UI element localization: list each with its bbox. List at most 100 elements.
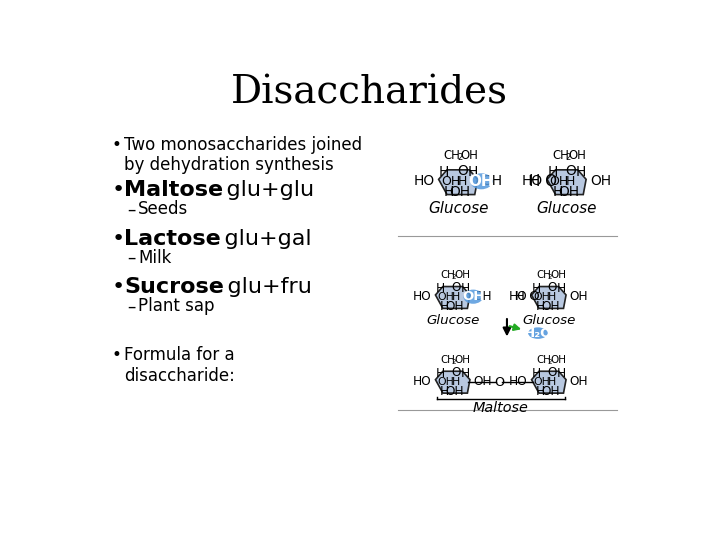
Text: OH: OH <box>570 375 588 388</box>
Text: •: • <box>112 278 125 298</box>
Text: OH: OH <box>541 384 560 397</box>
Text: –: – <box>127 249 135 267</box>
Text: Glucose: Glucose <box>536 201 597 215</box>
Text: H: H <box>547 165 558 179</box>
Text: CH: CH <box>440 355 455 365</box>
Text: H: H <box>576 165 586 179</box>
Ellipse shape <box>528 327 548 339</box>
Text: •: • <box>112 136 122 154</box>
Text: H: H <box>548 292 557 302</box>
Text: Glucose: Glucose <box>426 314 480 327</box>
Text: OH: OH <box>469 174 494 189</box>
Polygon shape <box>531 371 566 393</box>
Ellipse shape <box>464 289 483 304</box>
Text: OH: OH <box>454 270 470 280</box>
Text: H: H <box>531 367 541 380</box>
Text: H: H <box>461 367 470 380</box>
Text: OH: OH <box>551 270 567 280</box>
Polygon shape <box>436 287 470 308</box>
Text: OH: OH <box>462 290 485 303</box>
Text: OH: OH <box>445 300 464 313</box>
Text: Sucrose: Sucrose <box>124 278 224 298</box>
Text: OH: OH <box>438 292 454 302</box>
Text: H: H <box>457 176 467 188</box>
Text: 2: 2 <box>452 359 456 364</box>
Text: H: H <box>536 300 546 313</box>
Text: OH: OH <box>454 355 470 365</box>
Text: H: H <box>436 367 445 380</box>
Text: H: H <box>536 384 546 397</box>
Text: OH: OH <box>534 292 551 302</box>
Text: 2: 2 <box>548 359 552 364</box>
Text: Glucose: Glucose <box>522 314 575 327</box>
Text: H: H <box>557 367 566 380</box>
Text: – glu+gal: – glu+gal <box>199 229 312 249</box>
Text: H: H <box>548 377 557 387</box>
Text: Lactose: Lactose <box>124 229 221 249</box>
Text: OH: OH <box>590 174 611 188</box>
Text: H: H <box>531 282 541 295</box>
Text: H: H <box>440 384 449 397</box>
Polygon shape <box>531 287 566 308</box>
Text: OH: OH <box>481 174 503 188</box>
Text: HO: HO <box>413 290 432 303</box>
Text: CH: CH <box>536 270 551 280</box>
Text: 2: 2 <box>566 153 571 163</box>
Text: H: H <box>452 377 460 387</box>
Text: H: H <box>436 282 445 295</box>
Text: OH: OH <box>441 176 460 188</box>
Text: OH: OH <box>541 300 560 313</box>
Text: – glu+glu: – glu+glu <box>201 180 314 200</box>
Text: HO: HO <box>413 174 434 188</box>
Text: O: O <box>565 164 576 178</box>
Text: Seeds: Seeds <box>138 200 189 218</box>
Text: Maltose: Maltose <box>124 180 223 200</box>
Text: OH: OH <box>445 384 464 397</box>
Text: OH: OH <box>558 185 579 199</box>
Text: –: – <box>127 200 135 218</box>
Text: OH: OH <box>534 377 551 387</box>
Text: 2: 2 <box>452 274 456 280</box>
Text: H: H <box>467 165 478 179</box>
Text: – glu+fru: – glu+fru <box>202 278 311 298</box>
Text: HO: HO <box>509 290 528 303</box>
Text: HO: HO <box>413 375 432 388</box>
Text: OH: OH <box>449 185 471 199</box>
Text: HO: HO <box>509 375 528 388</box>
Text: H: H <box>438 165 449 179</box>
Text: OH: OH <box>570 290 588 303</box>
Text: H: H <box>552 185 563 199</box>
Text: O: O <box>548 366 557 379</box>
Text: Two monosaccharides joined
by dehydration synthesis: Two monosaccharides joined by dehydratio… <box>124 136 362 174</box>
Text: Formula for a
disaccharide:: Formula for a disaccharide: <box>124 346 235 384</box>
Text: •: • <box>112 346 122 364</box>
Text: O: O <box>494 376 504 389</box>
Text: OH: OH <box>438 377 454 387</box>
Text: H: H <box>566 176 575 188</box>
Text: H: H <box>440 300 449 313</box>
Text: OH: OH <box>551 355 567 365</box>
Text: CH: CH <box>536 355 551 365</box>
Text: O: O <box>451 281 461 294</box>
Text: 2: 2 <box>457 153 462 163</box>
Text: OH: OH <box>549 176 569 188</box>
Text: CH: CH <box>552 149 569 163</box>
Text: H O: H O <box>528 174 557 189</box>
Text: –: – <box>127 298 135 315</box>
Text: OH: OH <box>473 290 492 303</box>
Text: Maltose: Maltose <box>473 401 528 415</box>
Text: O: O <box>548 281 557 294</box>
Text: H O: H O <box>516 290 540 303</box>
Text: OH: OH <box>473 375 492 388</box>
Text: H: H <box>444 185 454 199</box>
Text: O: O <box>451 366 461 379</box>
Text: CH: CH <box>440 270 455 280</box>
Text: •: • <box>112 180 125 200</box>
Text: CH: CH <box>444 149 461 163</box>
Polygon shape <box>547 170 586 194</box>
Text: H: H <box>557 282 566 295</box>
Polygon shape <box>436 371 470 393</box>
Text: Disaccharides: Disaccharides <box>230 74 508 111</box>
Text: Milk: Milk <box>138 249 171 267</box>
Text: H: H <box>452 292 460 302</box>
